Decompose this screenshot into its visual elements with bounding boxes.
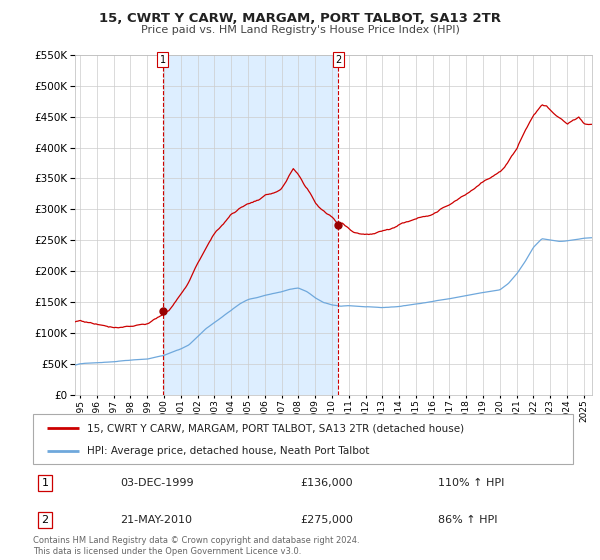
Text: 2: 2 <box>41 515 49 525</box>
Text: 1: 1 <box>41 478 49 488</box>
Text: 2: 2 <box>335 55 341 65</box>
Text: Price paid vs. HM Land Registry's House Price Index (HPI): Price paid vs. HM Land Registry's House … <box>140 25 460 35</box>
Text: Contains HM Land Registry data © Crown copyright and database right 2024.
This d: Contains HM Land Registry data © Crown c… <box>33 536 359 556</box>
Text: 86% ↑ HPI: 86% ↑ HPI <box>438 515 497 525</box>
Text: £136,000: £136,000 <box>300 478 353 488</box>
Text: 03-DEC-1999: 03-DEC-1999 <box>120 478 194 488</box>
Text: 15, CWRT Y CARW, MARGAM, PORT TALBOT, SA13 2TR: 15, CWRT Y CARW, MARGAM, PORT TALBOT, SA… <box>99 12 501 25</box>
Bar <box>163 55 338 395</box>
Text: 1: 1 <box>160 55 166 65</box>
Text: 15, CWRT Y CARW, MARGAM, PORT TALBOT, SA13 2TR (detached house): 15, CWRT Y CARW, MARGAM, PORT TALBOT, SA… <box>87 423 464 433</box>
Text: £275,000: £275,000 <box>300 515 353 525</box>
Text: 21-MAY-2010: 21-MAY-2010 <box>120 515 192 525</box>
Text: HPI: Average price, detached house, Neath Port Talbot: HPI: Average price, detached house, Neat… <box>87 446 370 456</box>
Text: 110% ↑ HPI: 110% ↑ HPI <box>438 478 505 488</box>
